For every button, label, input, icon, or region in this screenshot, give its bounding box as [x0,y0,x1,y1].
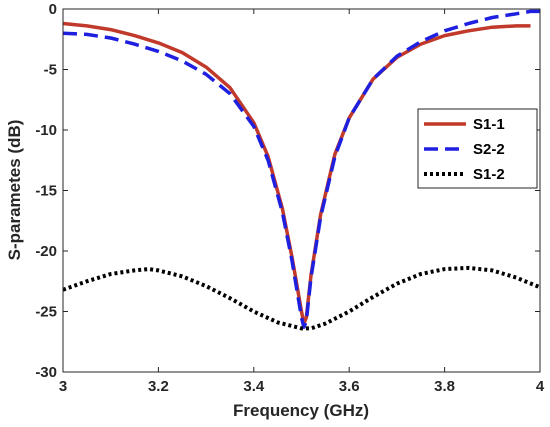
x-tick-label: 3.2 [148,378,169,395]
y-tick-label: -30 [35,364,57,381]
x-axis-title: Frequency (GHz) [233,401,369,420]
x-tick-label: 3.6 [339,378,360,395]
x-tick-label: 3 [59,378,67,395]
legend-label: S1-2 [473,166,505,183]
y-tick-label: -5 [44,62,57,79]
y-tick-label: -25 [35,304,57,321]
y-tick-label: -15 [35,183,57,200]
y-tick-label: -10 [35,122,57,139]
series-line-s1-2 [62,265,541,331]
series-layer [62,9,541,331]
x-tick-label: 3.8 [434,378,455,395]
y-tick-label: -20 [35,243,57,260]
legend: S1-1 S2-2 S1-2 [417,108,538,189]
legend-label: S2-2 [473,141,505,158]
x-tick-label: 4 [536,378,545,395]
ticks-layer: 3 3.2 3.4 3.6 3.8 4 0 -5 -10 -15 -20 -25 -30 [35,1,545,395]
series-line-s2-2 [62,9,540,329]
y-axis-title: S-parametes (dB) [5,120,24,261]
x-tick-label: 3.4 [243,378,265,395]
y-tick-label: 0 [49,1,57,18]
legend-label: S1-1 [473,116,505,133]
